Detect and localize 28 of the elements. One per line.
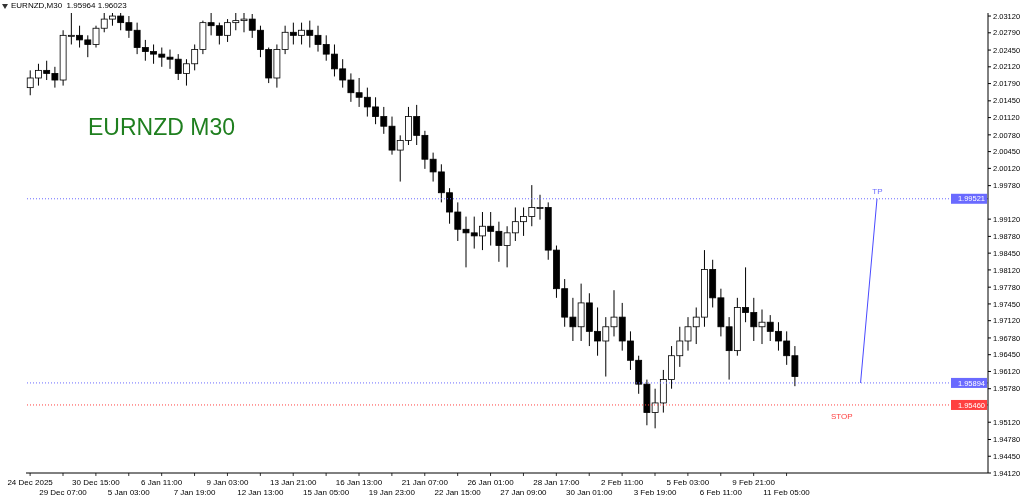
x-tick-label: 9 Jan 03:00 bbox=[206, 477, 249, 487]
x-tick-label: 13 Jan 21:00 bbox=[270, 477, 317, 487]
x-tick-label: 11 Feb 05:00 bbox=[763, 487, 811, 497]
x-tick-label: 22 Jan 15:00 bbox=[434, 487, 482, 497]
chart-subtitle: EURNZD,M30 1.95964 1.96023 bbox=[11, 1, 127, 11]
x-tick-label: 5 Feb 03:00 bbox=[666, 477, 710, 487]
x-tick-label: 12 Jan 13:00 bbox=[237, 487, 285, 497]
x-tick-label: 5 Jan 03:00 bbox=[107, 487, 151, 497]
ref-line-label: STOP bbox=[830, 411, 853, 421]
x-tick-label: 30 Jan 01:00 bbox=[566, 487, 613, 497]
x-tick-label: 26 Jan 01:00 bbox=[467, 477, 515, 487]
x-tick-label: 6 Feb 11:00 bbox=[699, 487, 743, 497]
x-tick-label: 29 Dec 07:00 bbox=[39, 487, 88, 497]
x-tick-label: 9 Feb 21:00 bbox=[732, 477, 776, 487]
ref-line-label: TP bbox=[872, 186, 883, 196]
x-tick-label: 19 Jan 23:00 bbox=[368, 487, 416, 497]
x-tick-label: 7 Jan 19:00 bbox=[173, 487, 217, 497]
x-tick-label: 27 Jan 09:00 bbox=[500, 487, 548, 497]
x-tick-label: 6 Jan 11:00 bbox=[141, 477, 183, 487]
x-tick-label: 28 Jan 17:00 bbox=[533, 477, 581, 487]
x-tick-label: 2 Feb 11:00 bbox=[601, 477, 644, 487]
x-tick-label: 16 Jan 13:00 bbox=[335, 477, 383, 487]
x-tick-label: 24 Dec 2025 bbox=[7, 477, 54, 487]
x-tick-label: 15 Jan 05:00 bbox=[302, 487, 350, 497]
x-tick-label: 3 Feb 19:00 bbox=[633, 487, 677, 497]
x-tick-label: 30 Dec 15:00 bbox=[72, 477, 121, 487]
text: EURNZD M30 bbox=[88, 114, 235, 140]
x-tick-label: 21 Jan 07:00 bbox=[401, 477, 449, 487]
